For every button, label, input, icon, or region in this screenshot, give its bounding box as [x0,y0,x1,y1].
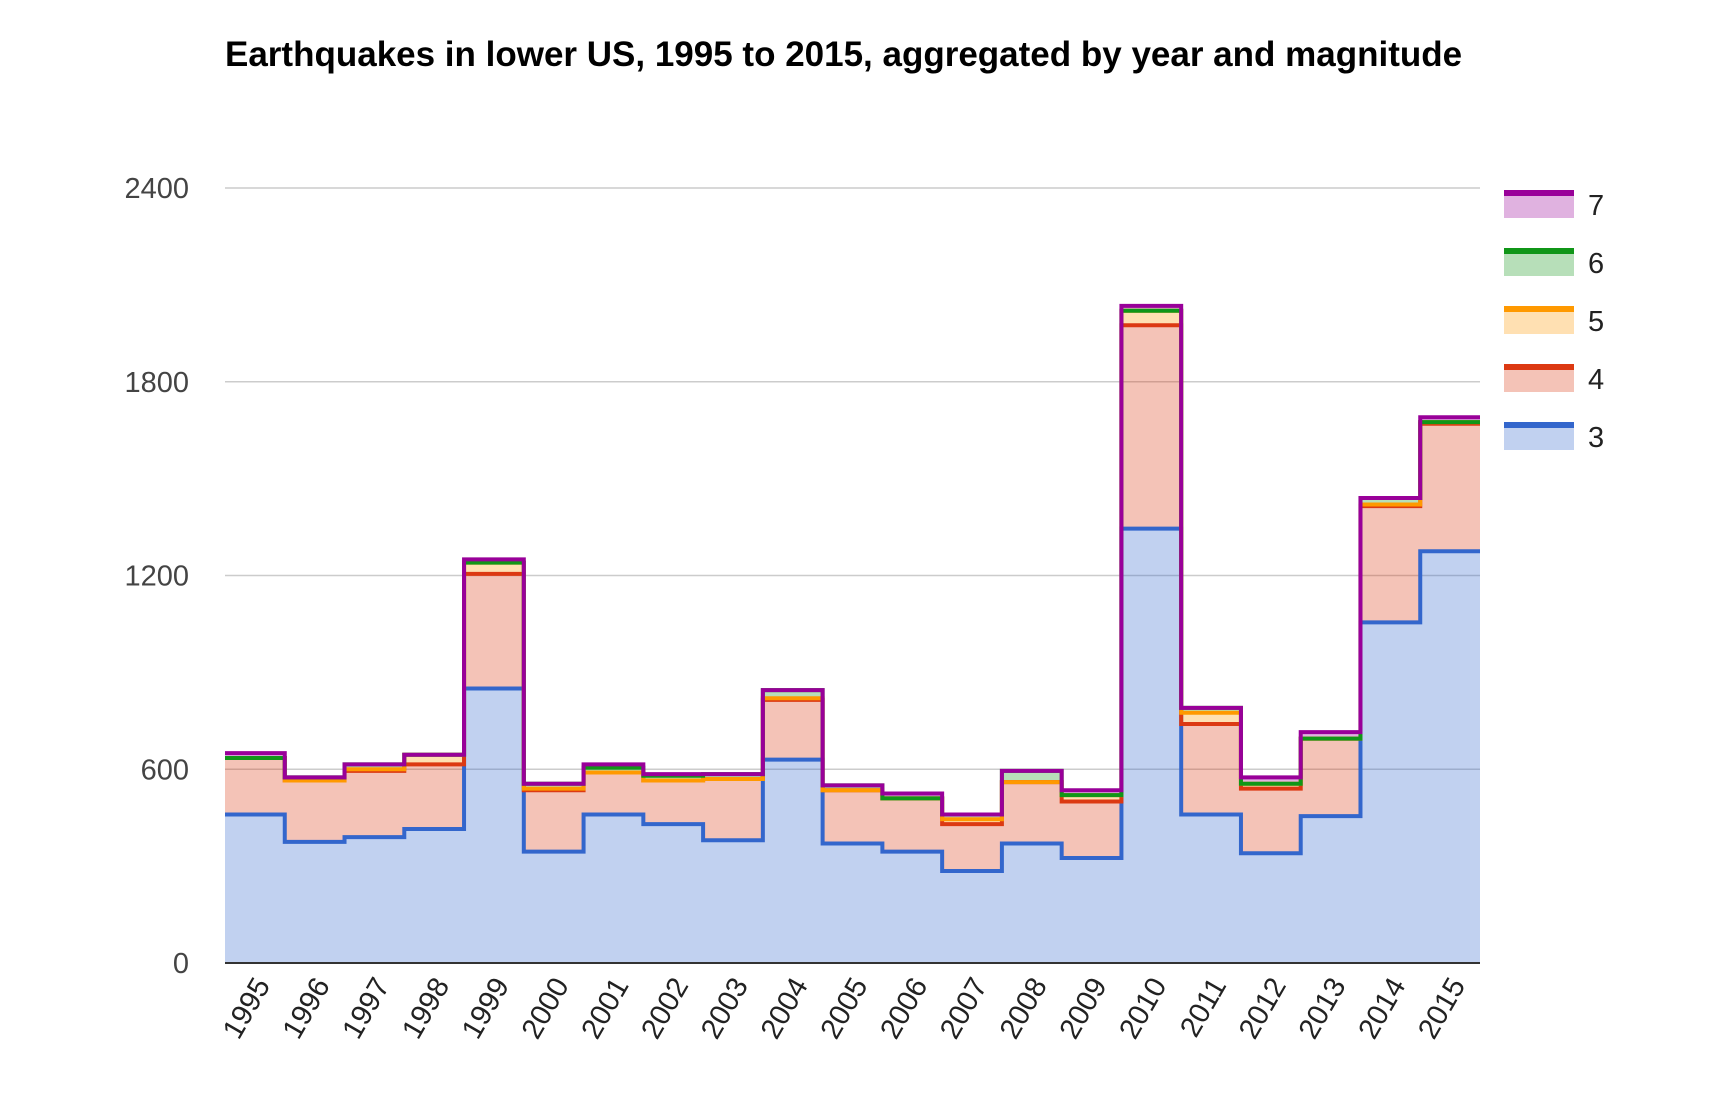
x-tick-label: 2011 [1174,973,1233,1043]
series-area-4 [225,325,1480,871]
x-tick-label: 2007 [934,973,994,1045]
x-tick-label: 2008 [994,973,1054,1045]
x-tick-label: 2012 [1233,973,1293,1045]
series-line-4 [225,323,1480,827]
legend-item-5[interactable]: 5 [1504,306,1604,338]
legend-label: 5 [1588,306,1604,338]
series-area-6 [225,310,1480,820]
legend-swatch-line [1504,364,1574,370]
y-tick-label: 600 [141,754,189,786]
x-tick-label: 2006 [874,973,934,1045]
x-tick-label: 1997 [336,973,396,1045]
legend-label: 7 [1588,190,1604,222]
x-tick-label: 2009 [1054,973,1114,1045]
legend-swatch-line [1504,306,1574,312]
y-tick-label: 0 [173,948,189,980]
series-line-3 [225,526,1480,873]
chart-title: Earthquakes in lower US, 1995 to 2015, a… [225,35,1463,74]
y-axis-ticks: 0 600 1200 1800 2400 [124,173,189,980]
x-tick-label: 2005 [815,973,875,1045]
series-area-5 [225,310,1480,825]
y-tick-label: 1800 [124,367,189,399]
x-tick-label: 1995 [217,973,277,1045]
legend[interactable]: 7 6 5 4 3 [1504,190,1604,454]
legend-item-4[interactable]: 4 [1504,364,1604,396]
series-line-5 [225,308,1480,822]
series-line-6 [225,308,1480,817]
series-areas [225,305,1480,963]
gridlines [225,187,1480,770]
x-axis-ticks: 1995 1996 1997 1998 1999 2000 2001 2002 2003 2004… [217,973,1472,1045]
legend-swatch-line [1504,422,1574,428]
legend-item-7[interactable]: 7 [1504,190,1604,222]
y-tick-label: 1200 [124,561,189,593]
x-tick-label: 2001 [576,973,636,1045]
y-tick-label: 2400 [124,173,189,205]
x-tick-label: 1998 [396,973,456,1045]
series-area-3 [225,528,1480,963]
legend-label: 6 [1588,248,1604,280]
x-tick-label: 2002 [635,973,695,1045]
legend-swatch-line [1504,190,1574,196]
x-tick-label: 1996 [277,973,337,1045]
x-tick-label: 2000 [516,973,576,1045]
x-tick-label: 2004 [755,973,815,1045]
x-tick-label: 2003 [695,973,755,1045]
series-lines [225,303,1480,873]
x-tick-label: 2015 [1412,973,1472,1045]
legend-label: 3 [1588,422,1604,454]
legend-item-6[interactable]: 6 [1504,248,1604,280]
series-line-7 [225,303,1480,817]
x-tick-label: 2013 [1293,973,1353,1045]
x-tick-label: 2010 [1113,973,1173,1045]
legend-item-3[interactable]: 3 [1504,422,1604,454]
x-tick-label: 2014 [1352,973,1412,1045]
legend-swatch-line [1504,248,1574,254]
legend-label: 4 [1588,364,1604,396]
x-tick-label: 1999 [456,973,516,1045]
